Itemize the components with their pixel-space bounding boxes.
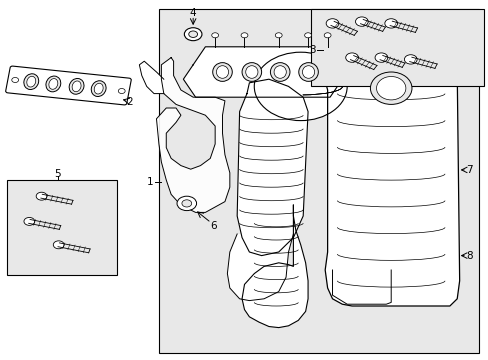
Circle shape bbox=[304, 33, 311, 38]
Ellipse shape bbox=[91, 81, 106, 96]
Polygon shape bbox=[139, 61, 163, 94]
Circle shape bbox=[254, 52, 346, 121]
Circle shape bbox=[374, 53, 387, 62]
Ellipse shape bbox=[376, 77, 405, 100]
Circle shape bbox=[241, 33, 247, 38]
Circle shape bbox=[177, 196, 196, 211]
Circle shape bbox=[211, 33, 218, 38]
Ellipse shape bbox=[94, 83, 103, 94]
Text: 1: 1 bbox=[147, 177, 154, 187]
Bar bbox=[310, 9, 483, 86]
Text: 5: 5 bbox=[54, 168, 61, 179]
Ellipse shape bbox=[273, 66, 286, 78]
Ellipse shape bbox=[49, 78, 58, 89]
Ellipse shape bbox=[212, 63, 232, 81]
Ellipse shape bbox=[216, 66, 228, 78]
Circle shape bbox=[384, 19, 397, 28]
Polygon shape bbox=[227, 234, 293, 301]
Circle shape bbox=[182, 200, 191, 207]
Ellipse shape bbox=[370, 72, 411, 104]
Ellipse shape bbox=[245, 66, 258, 78]
Polygon shape bbox=[156, 58, 229, 212]
Circle shape bbox=[12, 77, 19, 82]
Ellipse shape bbox=[46, 76, 61, 92]
Text: 4: 4 bbox=[189, 8, 196, 18]
Text: 2: 2 bbox=[126, 96, 133, 107]
Polygon shape bbox=[183, 47, 342, 97]
Circle shape bbox=[36, 192, 47, 200]
Circle shape bbox=[24, 217, 35, 225]
Bar bbox=[7, 180, 117, 275]
Circle shape bbox=[325, 19, 338, 28]
Ellipse shape bbox=[24, 74, 39, 90]
Bar bbox=[159, 9, 478, 353]
Circle shape bbox=[275, 33, 282, 38]
FancyBboxPatch shape bbox=[6, 66, 131, 105]
Text: 8: 8 bbox=[465, 251, 472, 261]
Text: 3: 3 bbox=[309, 45, 316, 55]
Ellipse shape bbox=[302, 66, 314, 78]
Polygon shape bbox=[237, 79, 307, 256]
Ellipse shape bbox=[270, 63, 289, 81]
Circle shape bbox=[404, 55, 416, 64]
Circle shape bbox=[355, 17, 367, 26]
Circle shape bbox=[188, 31, 197, 37]
Circle shape bbox=[345, 53, 358, 62]
Ellipse shape bbox=[27, 76, 36, 87]
Circle shape bbox=[324, 33, 330, 38]
Ellipse shape bbox=[242, 63, 261, 81]
Ellipse shape bbox=[72, 81, 81, 92]
Ellipse shape bbox=[69, 78, 84, 94]
Polygon shape bbox=[317, 47, 459, 306]
Text: 7: 7 bbox=[465, 165, 472, 175]
Ellipse shape bbox=[298, 63, 318, 81]
Circle shape bbox=[118, 89, 125, 94]
Circle shape bbox=[53, 241, 64, 249]
Circle shape bbox=[184, 28, 202, 41]
Polygon shape bbox=[242, 205, 307, 328]
Text: 6: 6 bbox=[210, 221, 217, 231]
